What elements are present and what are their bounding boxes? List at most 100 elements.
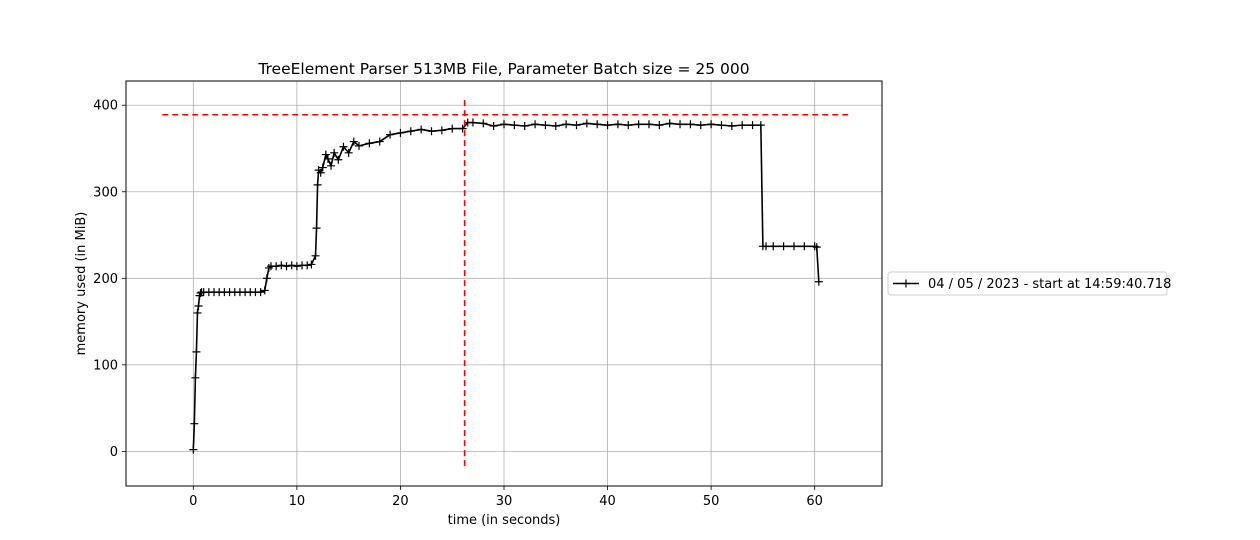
data-point-marker — [779, 242, 788, 251]
grid-lines — [126, 81, 882, 486]
data-point-marker — [365, 139, 374, 148]
data-point-marker — [334, 155, 343, 164]
chart-title: TreeElement Parser 513MB File, Parameter… — [257, 60, 749, 78]
data-point-marker — [406, 127, 415, 136]
data-point-marker — [277, 261, 286, 270]
data-point-marker — [417, 125, 426, 134]
data-point-marker — [349, 137, 358, 146]
data-point-marker — [448, 124, 457, 133]
data-point-marker — [330, 148, 339, 157]
legend-plus-marker — [902, 279, 910, 288]
x-tick-label: 20 — [392, 494, 409, 509]
data-point-marker — [665, 119, 674, 128]
data-point-marker — [327, 161, 336, 170]
y-axis-label: memory used (in MiB) — [74, 212, 89, 356]
data-point-marker — [634, 120, 643, 129]
data-point-marker — [520, 122, 529, 130]
data-point-marker — [814, 277, 823, 286]
data-point-marker — [323, 154, 332, 163]
series-line — [192, 121, 820, 450]
x-tick-label: 60 — [806, 494, 823, 509]
data-point-marker — [644, 120, 653, 129]
data-point-marker — [479, 119, 488, 128]
data-point-marker — [696, 121, 705, 130]
data-point-marker — [287, 261, 296, 270]
data-point-marker — [717, 121, 726, 130]
data-point-marker — [531, 120, 540, 129]
x-tick-label: 40 — [599, 494, 616, 509]
data-point-marker — [489, 122, 498, 130]
data-point-marker — [303, 261, 312, 270]
data-point-marker — [191, 373, 200, 382]
data-point-marker — [307, 260, 316, 269]
data-point-marker — [624, 121, 633, 130]
data-point-marker — [800, 242, 809, 251]
data-point-marker — [194, 302, 203, 310]
data-point-marker — [193, 308, 202, 317]
x-tick-label: 30 — [496, 494, 513, 509]
data-point-marker — [748, 121, 757, 130]
axis-ticks: 0 10 20 30 40 50 60 0 100 200 300 400 — [93, 99, 823, 509]
data-point-marker — [427, 127, 436, 136]
data-point-marker — [262, 274, 271, 283]
data-point-marker — [344, 148, 353, 157]
y-tick-label: 200 — [93, 272, 118, 287]
data-point-marker — [468, 118, 477, 127]
data-point-marker — [458, 124, 467, 133]
data-point-marker — [756, 121, 765, 130]
x-tick-label: 50 — [703, 494, 720, 509]
data-point-marker — [510, 121, 519, 130]
data-point-marker — [189, 445, 198, 454]
data-point-marker — [676, 120, 685, 129]
data-point-marker — [192, 347, 201, 356]
data-point-marker — [339, 142, 348, 151]
x-axis-label: time (in seconds) — [448, 513, 561, 528]
data-point-marker — [375, 137, 384, 146]
data-point-marker — [769, 242, 778, 251]
data-point-marker — [789, 242, 798, 251]
y-tick-label: 100 — [93, 358, 118, 373]
data-point-marker — [256, 288, 265, 297]
data-point-marker — [318, 163, 327, 172]
legend-label: 04 / 05 / 2023 - start at 14:59:40.718 — [928, 277, 1171, 292]
data-point-marker — [582, 119, 591, 128]
data-point-marker — [562, 120, 571, 129]
series-layer — [162, 97, 851, 467]
data-point-marker — [437, 126, 446, 135]
data-point-marker — [386, 130, 395, 139]
data-point-marker — [292, 262, 301, 271]
data-point-marker — [707, 120, 716, 129]
data-point-marker — [613, 120, 622, 129]
data-point-marker — [396, 128, 405, 137]
data-point-marker — [812, 243, 821, 252]
data-point-marker — [190, 419, 199, 428]
data-point-marker — [727, 122, 736, 130]
x-tick-label: 10 — [289, 494, 306, 509]
data-point-marker — [311, 251, 320, 260]
data-point-marker — [762, 242, 771, 251]
legend-box — [887, 271, 1168, 296]
data-point-marker — [500, 120, 508, 129]
legend: 04 / 05 / 2023 - start at 14:59:40.718 — [887, 271, 1171, 296]
data-point-marker — [655, 121, 664, 130]
data-point-marker — [572, 121, 581, 130]
data-point-marker — [312, 224, 321, 233]
data-point-marker — [603, 121, 612, 130]
data-point-marker — [316, 168, 325, 177]
data-point-marker — [264, 263, 273, 272]
data-point-marker — [551, 122, 560, 130]
data-point-marker — [321, 150, 330, 159]
x-tick-label: 0 — [189, 494, 197, 509]
data-point-marker — [282, 262, 291, 271]
data-point-marker — [355, 141, 364, 150]
data-point-marker — [593, 120, 602, 129]
y-tick-label: 0 — [110, 445, 118, 460]
data-point-marker — [313, 180, 322, 189]
data-point-marker — [272, 262, 281, 271]
data-point-marker — [738, 121, 747, 130]
y-tick-label: 400 — [93, 99, 118, 114]
y-tick-label: 300 — [93, 185, 118, 200]
data-point-marker — [686, 120, 695, 129]
data-point-marker — [541, 121, 550, 130]
